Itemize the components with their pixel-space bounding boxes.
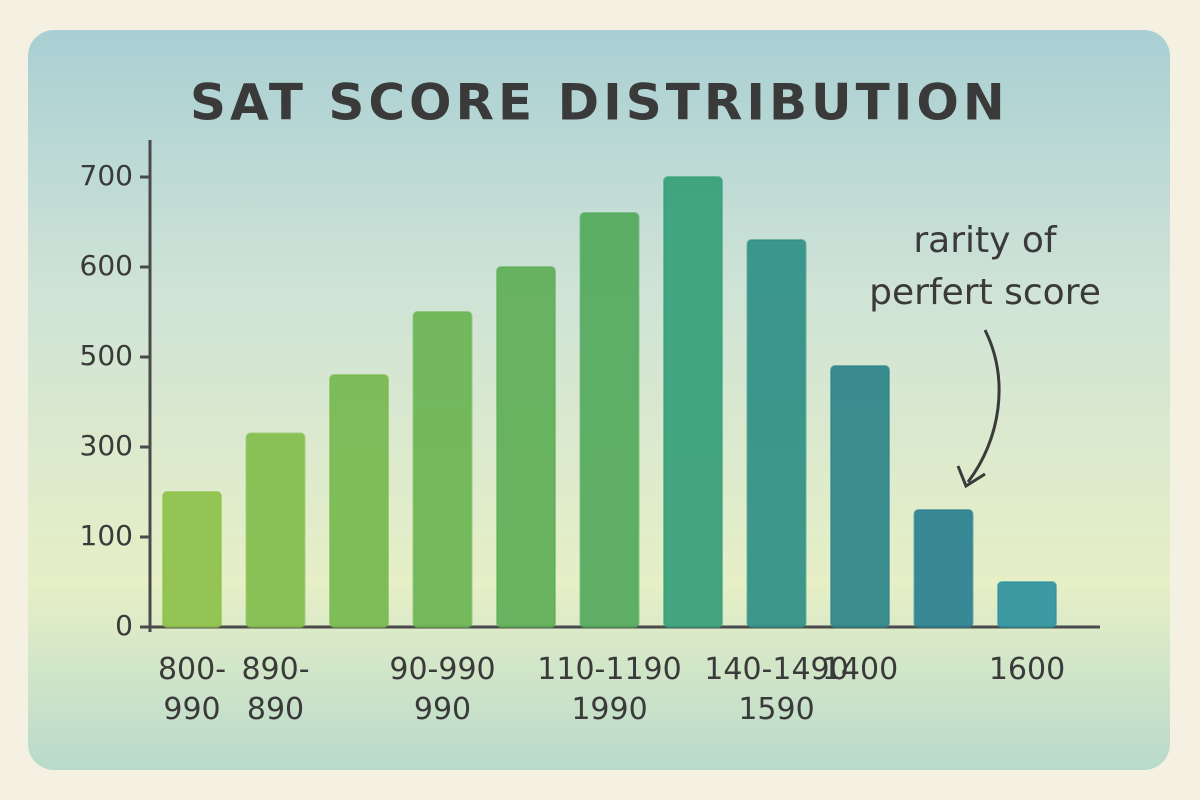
bar: [997, 581, 1057, 628]
bar: [245, 432, 306, 628]
annotation: rarity of perfert score: [869, 220, 1101, 313]
bar: [412, 311, 473, 628]
bar: [496, 266, 556, 628]
y-tick-label: 300: [80, 429, 133, 462]
bar: [746, 239, 807, 628]
x-tick-label: 890- 890: [241, 652, 310, 727]
bar: [663, 176, 723, 628]
y-tick-label: 600: [80, 249, 133, 282]
x-tick-label: 1600: [988, 652, 1066, 687]
annotation-arrow: [966, 329, 1001, 483]
bar: [162, 491, 222, 628]
annotation-arrowhead: [956, 465, 986, 489]
x-tick-label: 140-1490 1590: [704, 652, 849, 727]
y-tick-label: 700: [80, 159, 133, 192]
y-tick-label: 500: [80, 339, 133, 372]
y-tick-label: 0: [115, 609, 133, 642]
x-tick-label: 90-990 990: [389, 652, 496, 727]
x-tick-label: 1400: [821, 652, 899, 687]
y-tick-label: 100: [80, 519, 133, 552]
bar: [913, 509, 974, 628]
x-tick-label: 110-1190 1990: [537, 652, 682, 727]
bar: [329, 374, 389, 628]
bar: [830, 365, 890, 628]
x-tick-label: 800- 990: [157, 652, 227, 727]
bar: [579, 212, 640, 628]
chart-title: SAT SCORE DISTRIBUTION: [190, 74, 1009, 132]
